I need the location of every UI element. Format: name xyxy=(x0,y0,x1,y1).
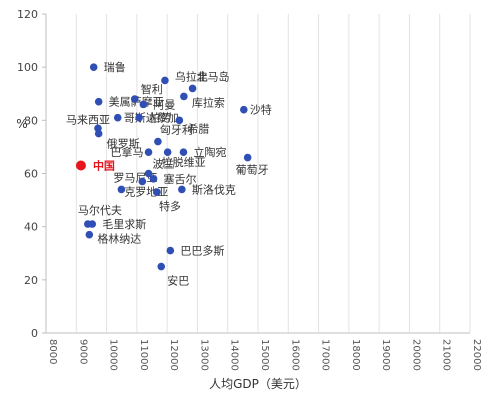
data-point xyxy=(166,246,175,255)
data-label: 巴拿马 xyxy=(111,145,144,159)
data-point xyxy=(188,84,197,93)
data-point xyxy=(144,148,153,157)
data-label: 瑞鲁 xyxy=(104,60,126,74)
data-point xyxy=(89,63,98,71)
x-tick-label: 20000 xyxy=(410,339,421,371)
data-point xyxy=(117,185,126,194)
data-point xyxy=(149,175,158,183)
data-point xyxy=(75,160,86,171)
data-point xyxy=(144,169,153,178)
x-tick-label: 13000 xyxy=(198,339,209,371)
x-tick-label: 22000 xyxy=(471,339,482,371)
x-axis-label: 人均GDP（美元） xyxy=(209,377,307,391)
x-tick-label: 9000 xyxy=(77,339,88,364)
data-label: 中国 xyxy=(93,159,115,173)
y-tick-label: 100 xyxy=(17,61,38,74)
data-label: 匈牙利 xyxy=(160,123,193,137)
data-label: 巴巴多斯 xyxy=(180,244,224,258)
data-point xyxy=(154,137,162,146)
data-label: 格林纳达 xyxy=(97,232,141,246)
data-point xyxy=(157,262,166,271)
y-tick-label: 40 xyxy=(24,221,38,234)
x-tick-label: 12000 xyxy=(168,339,179,371)
x-tick-label: 15000 xyxy=(259,339,270,371)
y-tick-label: 20 xyxy=(24,274,38,287)
x-tick-label: 17000 xyxy=(320,339,331,371)
data-point xyxy=(161,76,169,85)
x-tick-label: 10000 xyxy=(108,339,119,371)
data-point xyxy=(88,220,97,228)
data-point xyxy=(85,230,94,239)
x-tick-label: 19000 xyxy=(380,339,391,371)
x-tick-label: 11000 xyxy=(138,339,149,371)
data-point xyxy=(135,113,143,122)
data-label: 特多 xyxy=(159,199,181,213)
data-point xyxy=(139,100,148,109)
data-label: 库拉索 xyxy=(192,95,225,109)
data-label: 北马岛 xyxy=(197,69,230,83)
data-point xyxy=(175,116,184,125)
data-label: 乌拉圭 xyxy=(175,69,208,83)
data-point xyxy=(130,95,139,103)
data-label: 阿曼 xyxy=(153,98,175,111)
data-label: 拉脱维亚 xyxy=(162,155,206,169)
data-label: 克罗地亚 xyxy=(124,185,168,198)
data-point xyxy=(243,153,252,162)
data-point xyxy=(240,105,248,114)
data-label: 斯洛伐克 xyxy=(192,182,236,196)
data-point xyxy=(138,177,147,186)
data-label: 安巴 xyxy=(167,274,189,288)
y-tick-label: 120 xyxy=(17,8,38,21)
data-label: 葡萄牙 xyxy=(236,164,269,177)
data-label: 马尔代夫 xyxy=(78,204,122,217)
data-point xyxy=(113,113,122,122)
data-point xyxy=(94,129,103,138)
data-label: 智利 xyxy=(141,82,163,96)
data-label: 哥斯达黎加 xyxy=(124,111,179,125)
y-tick-label: 60 xyxy=(24,168,38,181)
x-tick-label: 21000 xyxy=(441,339,452,371)
y-tick-label: 80 xyxy=(24,114,38,127)
data-label: 希腊 xyxy=(187,121,209,135)
x-tick-label: 14000 xyxy=(229,339,240,371)
data-label: 马来西亚 xyxy=(66,113,110,126)
y-tick-label: 0 xyxy=(31,327,38,340)
data-point xyxy=(179,148,188,157)
data-point xyxy=(178,185,186,194)
data-point xyxy=(180,92,188,101)
x-tick-label: 16000 xyxy=(289,339,300,371)
data-label: 塞舌尔 xyxy=(164,172,197,186)
data-label: 立陶宛 xyxy=(193,145,226,159)
data-point xyxy=(153,188,161,196)
data-label: 毛里求斯 xyxy=(102,218,146,231)
data-label: 沙特 xyxy=(250,103,272,117)
x-tick-label: 8000 xyxy=(47,339,58,364)
data-label: 帕劳 xyxy=(149,111,171,125)
x-tick-label: 18000 xyxy=(350,339,361,371)
data-label: 波兰 xyxy=(153,158,175,171)
data-point xyxy=(94,97,103,106)
data-label: 俄罗斯 xyxy=(107,138,140,151)
y-axis-label: % xyxy=(16,117,27,131)
data-point xyxy=(163,148,172,157)
